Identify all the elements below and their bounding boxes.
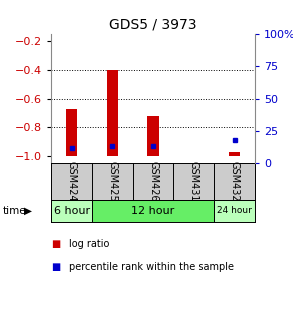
Text: GSM431: GSM431: [189, 161, 199, 202]
Text: GSM424: GSM424: [67, 161, 77, 202]
Text: 6 hour: 6 hour: [54, 206, 90, 216]
Text: log ratio: log ratio: [69, 239, 109, 250]
Text: ■: ■: [51, 239, 61, 250]
Title: GDS5 / 3973: GDS5 / 3973: [109, 18, 197, 32]
Text: time: time: [3, 206, 27, 216]
Text: GSM425: GSM425: [107, 161, 117, 202]
Text: GSM426: GSM426: [148, 161, 158, 202]
Text: ■: ■: [51, 262, 61, 272]
Bar: [214, 200, 255, 222]
Text: ▶: ▶: [24, 206, 32, 216]
Bar: [66, 109, 77, 156]
Bar: [147, 116, 159, 156]
Text: 24 hour: 24 hour: [217, 206, 252, 215]
Bar: [229, 151, 240, 156]
Text: GSM432: GSM432: [229, 161, 240, 202]
Text: 12 hour: 12 hour: [132, 206, 175, 216]
Bar: [92, 200, 214, 222]
Bar: [51, 200, 92, 222]
Bar: [107, 70, 118, 156]
Text: percentile rank within the sample: percentile rank within the sample: [69, 262, 234, 272]
